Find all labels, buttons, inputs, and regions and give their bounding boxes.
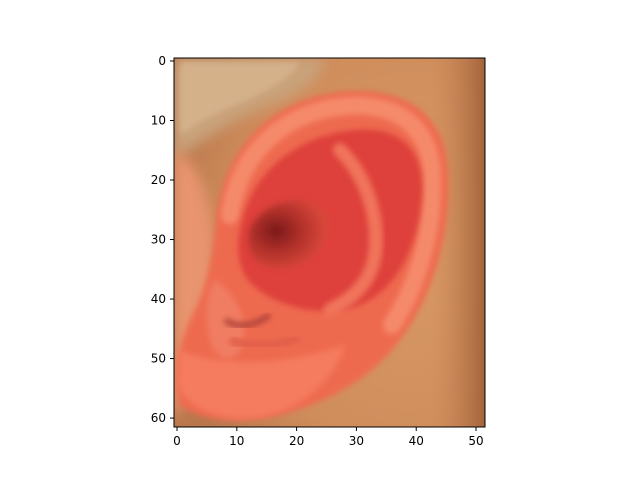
y-tick-label: 0 xyxy=(158,54,166,68)
x-axis: 0 10 20 30 40 50 xyxy=(173,427,484,448)
axes-frame xyxy=(173,57,486,428)
y-tick-label: 20 xyxy=(151,173,166,187)
y-tick-label: 60 xyxy=(151,411,166,425)
x-tick-label: 20 xyxy=(289,434,304,448)
x-tick-label: 50 xyxy=(468,434,483,448)
y-tick-label: 40 xyxy=(151,292,166,306)
x-tick-label: 0 xyxy=(173,434,181,448)
y-tick-label: 30 xyxy=(151,233,166,247)
ear-image xyxy=(174,58,485,427)
x-tick-label: 30 xyxy=(349,434,364,448)
y-axis: 0 10 20 30 40 50 60 xyxy=(151,54,174,425)
y-tick-label: 10 xyxy=(151,113,166,127)
x-tick-label: 10 xyxy=(229,434,244,448)
y-tick-label: 50 xyxy=(151,352,166,366)
x-tick-label: 40 xyxy=(409,434,424,448)
